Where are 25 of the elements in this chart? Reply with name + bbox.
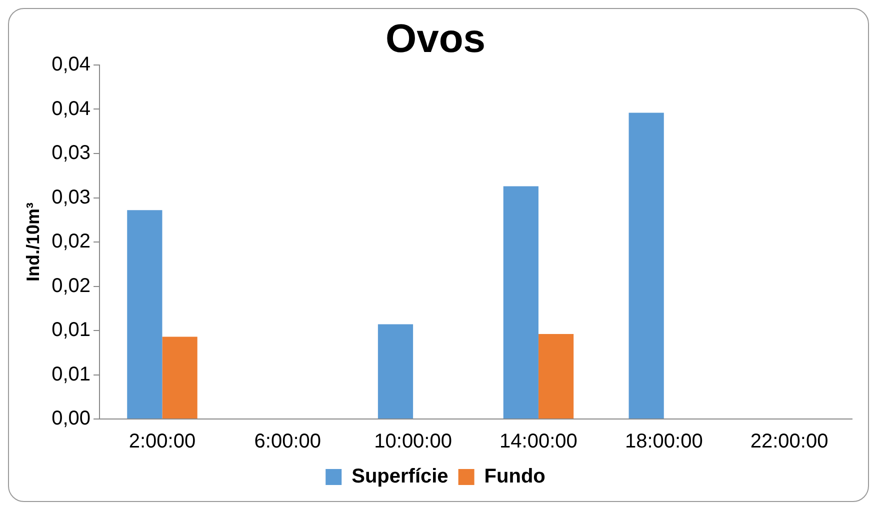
x-tick-label: 14:00:00 <box>500 430 578 453</box>
y-tick-label: 0,04 <box>52 54 91 76</box>
bar <box>127 210 162 418</box>
x-tick-label: 6:00:00 <box>254 430 322 453</box>
x-tick-label: 10:00:00 <box>374 430 452 453</box>
y-axis-title: Ind./10m³ <box>22 202 43 282</box>
y-tick-label: 0,03 <box>52 186 91 208</box>
y-tick-label: 0,02 <box>52 230 91 253</box>
chart-title: Ovos <box>385 17 486 62</box>
x-tick-label: 18:00:00 <box>624 430 703 453</box>
legend-label: Superfície <box>352 466 448 488</box>
y-tick-label: 0,00 <box>52 408 91 430</box>
y-tick-label: 0,01 <box>52 363 91 386</box>
bar <box>503 186 538 418</box>
x-tick-label: 2:00:00 <box>128 430 196 453</box>
y-tick-label: 0,04 <box>52 98 91 120</box>
bar <box>162 336 198 418</box>
x-tick-label: 22:00:00 <box>750 430 828 453</box>
bar <box>538 334 574 418</box>
bar <box>628 112 664 418</box>
y-tick-label: 0,02 <box>52 274 91 297</box>
legend-label: Fundo <box>484 466 546 488</box>
y-tick-label: 0,03 <box>52 142 91 164</box>
bar <box>378 324 414 418</box>
y-tick-label: 0,01 <box>52 319 91 342</box>
